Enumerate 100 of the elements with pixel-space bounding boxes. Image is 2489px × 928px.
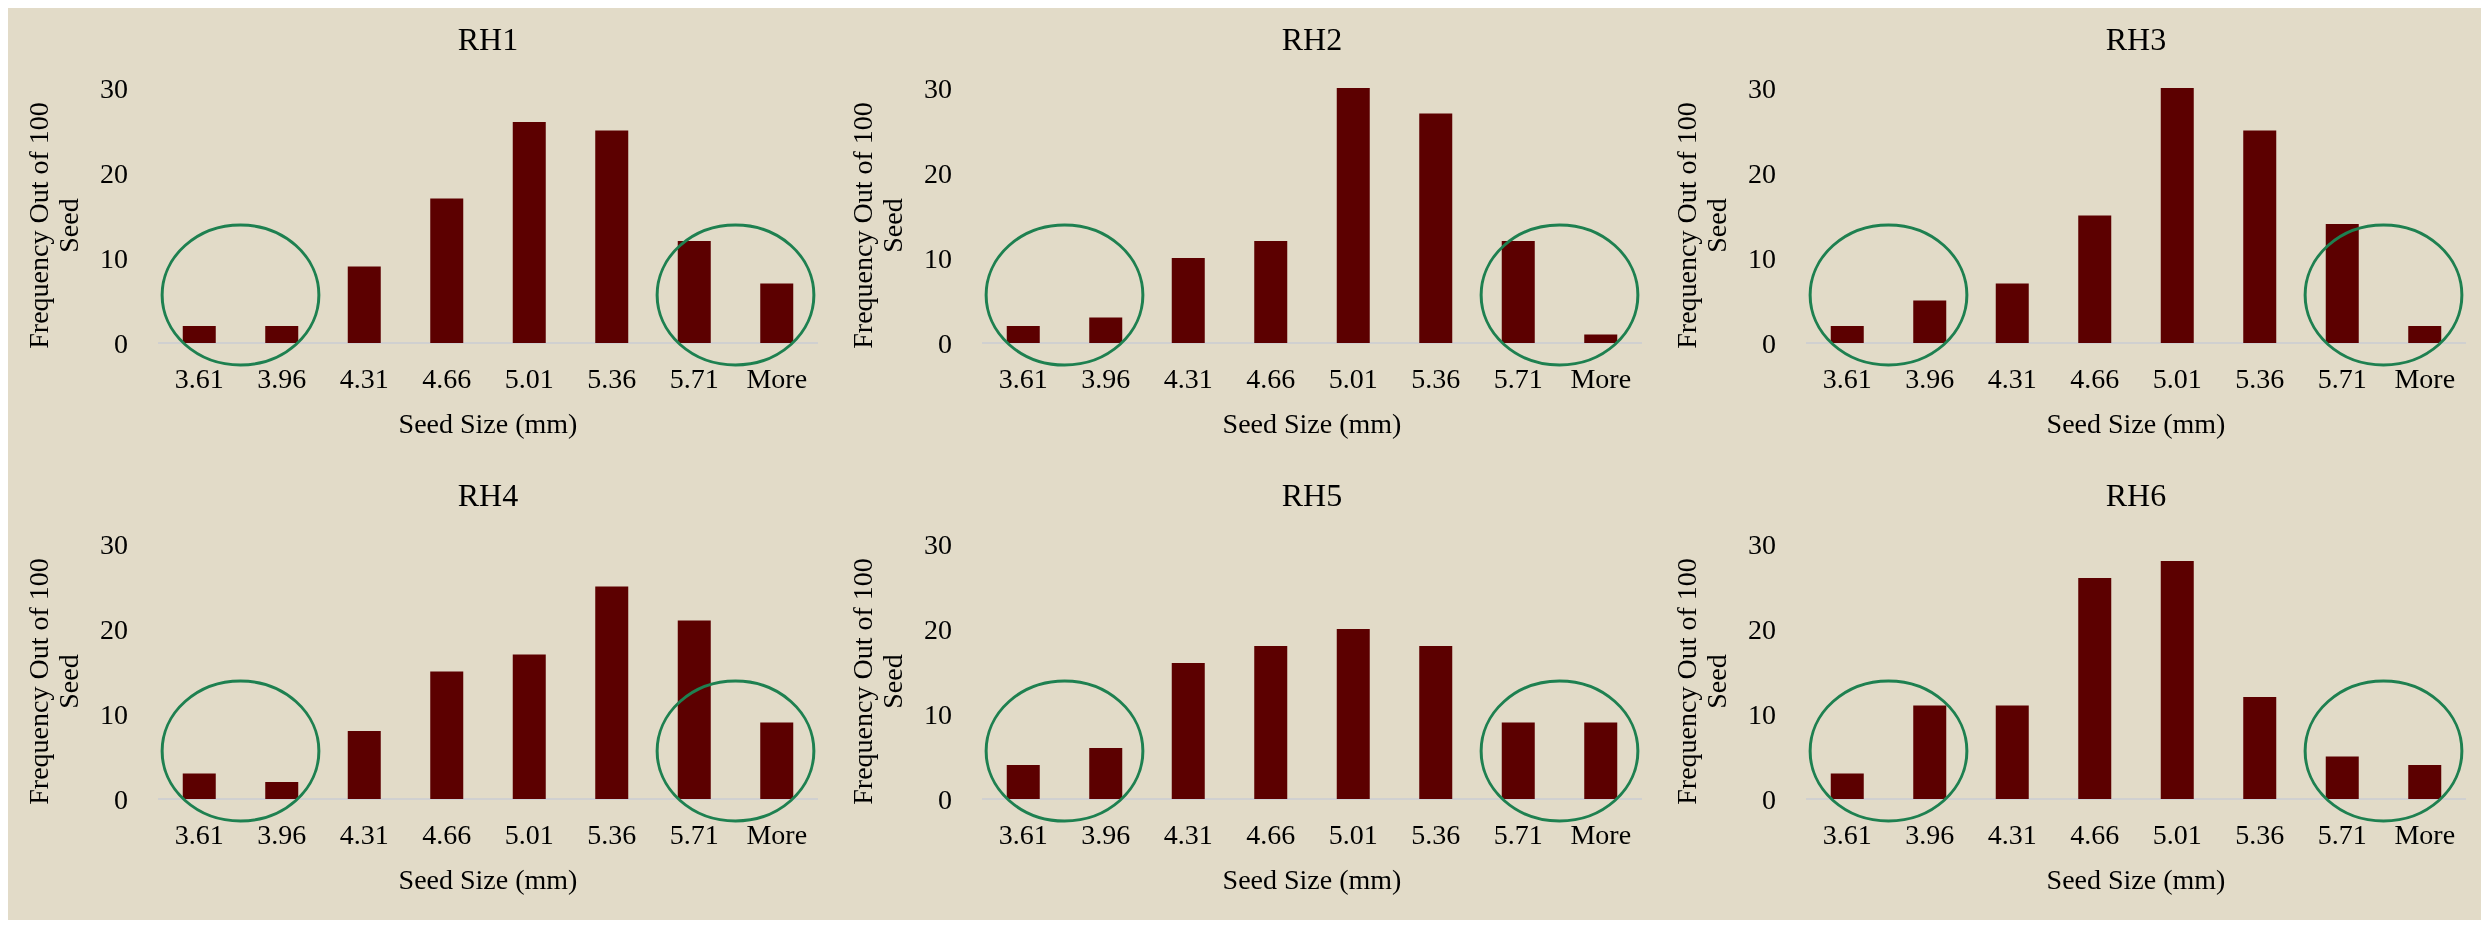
bar xyxy=(265,782,299,799)
bar xyxy=(677,241,711,343)
bar xyxy=(1995,283,2029,343)
bar xyxy=(182,326,216,343)
y-axis-title: Frequency Out of 100 Seed xyxy=(847,102,908,349)
x-tick-label: 3.96 xyxy=(1081,363,1131,394)
x-tick-label: More xyxy=(1570,819,1632,850)
x-tick-label: 3.96 xyxy=(257,363,307,394)
x-tick-label: 4.66 xyxy=(1246,819,1296,850)
bar xyxy=(1584,334,1618,343)
x-tick-label: More xyxy=(2394,819,2456,850)
bar xyxy=(2408,326,2442,343)
y-axis-title: Frequency Out of 100 Seed xyxy=(23,558,84,805)
bar xyxy=(2078,578,2112,799)
y-axis-title: Frequency Out of 100 Seed xyxy=(1671,102,1732,349)
x-axis-title: Seed Size (mm) xyxy=(1222,408,1402,439)
x-tick-label: 5.71 xyxy=(669,819,719,850)
y-tick-label: 10 xyxy=(1748,698,1776,730)
x-tick-label: More xyxy=(746,819,808,850)
x-tick-label: 5.36 xyxy=(2235,363,2285,394)
x-tick-label: 4.31 xyxy=(1987,363,2037,394)
y-tick-label: 30 xyxy=(100,528,128,560)
y-tick-label: 30 xyxy=(1748,528,1776,560)
x-axis-title: Seed Size (mm) xyxy=(1222,864,1402,895)
bar xyxy=(1913,705,1947,799)
chart-title: RH1 xyxy=(457,21,519,57)
y-tick-label: 20 xyxy=(924,157,952,189)
x-tick-label: 4.31 xyxy=(1163,819,1213,850)
bar xyxy=(1089,748,1123,799)
bar xyxy=(2078,215,2112,343)
bar xyxy=(1006,765,1040,799)
bar xyxy=(2325,756,2359,799)
y-tick-label: 0 xyxy=(114,783,128,815)
chart-title: RH5 xyxy=(1281,477,1343,513)
bar xyxy=(1501,241,1535,343)
bar xyxy=(1419,646,1453,799)
bar xyxy=(595,586,629,799)
x-tick-label: 5.36 xyxy=(2235,819,2285,850)
bar xyxy=(1089,317,1123,343)
x-tick-label: 5.36 xyxy=(587,819,637,850)
x-tick-label: 5.01 xyxy=(1328,363,1378,394)
bar xyxy=(1171,663,1205,799)
x-tick-label: 4.66 xyxy=(422,819,472,850)
y-tick-label: 0 xyxy=(938,783,952,815)
bar xyxy=(1254,646,1288,799)
bar xyxy=(347,266,381,343)
y-tick-label: 0 xyxy=(1762,783,1776,815)
bar xyxy=(1995,705,2029,799)
bar xyxy=(760,722,794,799)
x-tick-label: 4.31 xyxy=(339,363,389,394)
x-tick-label: 4.66 xyxy=(2070,363,2120,394)
x-tick-label: 3.61 xyxy=(1822,819,1872,850)
bar xyxy=(1501,722,1535,799)
y-tick-label: 10 xyxy=(1748,242,1776,274)
bar xyxy=(760,283,794,343)
x-tick-label: 3.61 xyxy=(1822,363,1872,394)
y-tick-label: 10 xyxy=(100,242,128,274)
bar xyxy=(595,130,629,343)
x-tick-label: 5.01 xyxy=(504,363,554,394)
y-tick-label: 20 xyxy=(1748,613,1776,645)
x-tick-label: 4.66 xyxy=(1246,363,1296,394)
x-tick-label: 4.31 xyxy=(339,819,389,850)
x-axis-title: Seed Size (mm) xyxy=(398,864,578,895)
chart-title: RH4 xyxy=(457,477,519,513)
y-tick-label: 20 xyxy=(100,613,128,645)
bar xyxy=(1830,326,1864,343)
x-tick-label: 4.66 xyxy=(2070,819,2120,850)
x-axis-title: Seed Size (mm) xyxy=(2046,408,2226,439)
x-tick-label: 5.36 xyxy=(1411,819,1461,850)
x-tick-label: 3.61 xyxy=(174,363,224,394)
y-tick-label: 20 xyxy=(100,157,128,189)
x-tick-label: 5.71 xyxy=(1493,363,1543,394)
x-tick-label: 5.36 xyxy=(587,363,637,394)
x-tick-label: 5.01 xyxy=(504,819,554,850)
bar xyxy=(2160,88,2194,343)
x-tick-label: 5.01 xyxy=(2152,363,2202,394)
y-axis-title: Frequency Out of 100 Seed xyxy=(847,558,908,805)
y-tick-label: 30 xyxy=(1748,72,1776,104)
x-tick-label: More xyxy=(746,363,808,394)
x-tick-label: 3.96 xyxy=(257,819,307,850)
x-axis-title: Seed Size (mm) xyxy=(398,408,578,439)
bar xyxy=(1830,773,1864,799)
bar xyxy=(430,671,464,799)
bar xyxy=(2325,224,2359,343)
bar xyxy=(2243,130,2277,343)
y-tick-label: 20 xyxy=(924,613,952,645)
y-tick-label: 30 xyxy=(924,528,952,560)
bar xyxy=(430,198,464,343)
bar xyxy=(1254,241,1288,343)
x-tick-label: 5.36 xyxy=(1411,363,1461,394)
chart-title: RH6 xyxy=(2105,477,2167,513)
x-tick-label: 3.96 xyxy=(1905,363,1955,394)
y-tick-label: 30 xyxy=(100,72,128,104)
x-tick-label: 4.66 xyxy=(422,363,472,394)
bar xyxy=(1336,88,1370,343)
y-tick-label: 30 xyxy=(924,72,952,104)
x-tick-label: 3.61 xyxy=(174,819,224,850)
bar xyxy=(265,326,299,343)
bar xyxy=(182,773,216,799)
x-tick-label: 5.71 xyxy=(669,363,719,394)
